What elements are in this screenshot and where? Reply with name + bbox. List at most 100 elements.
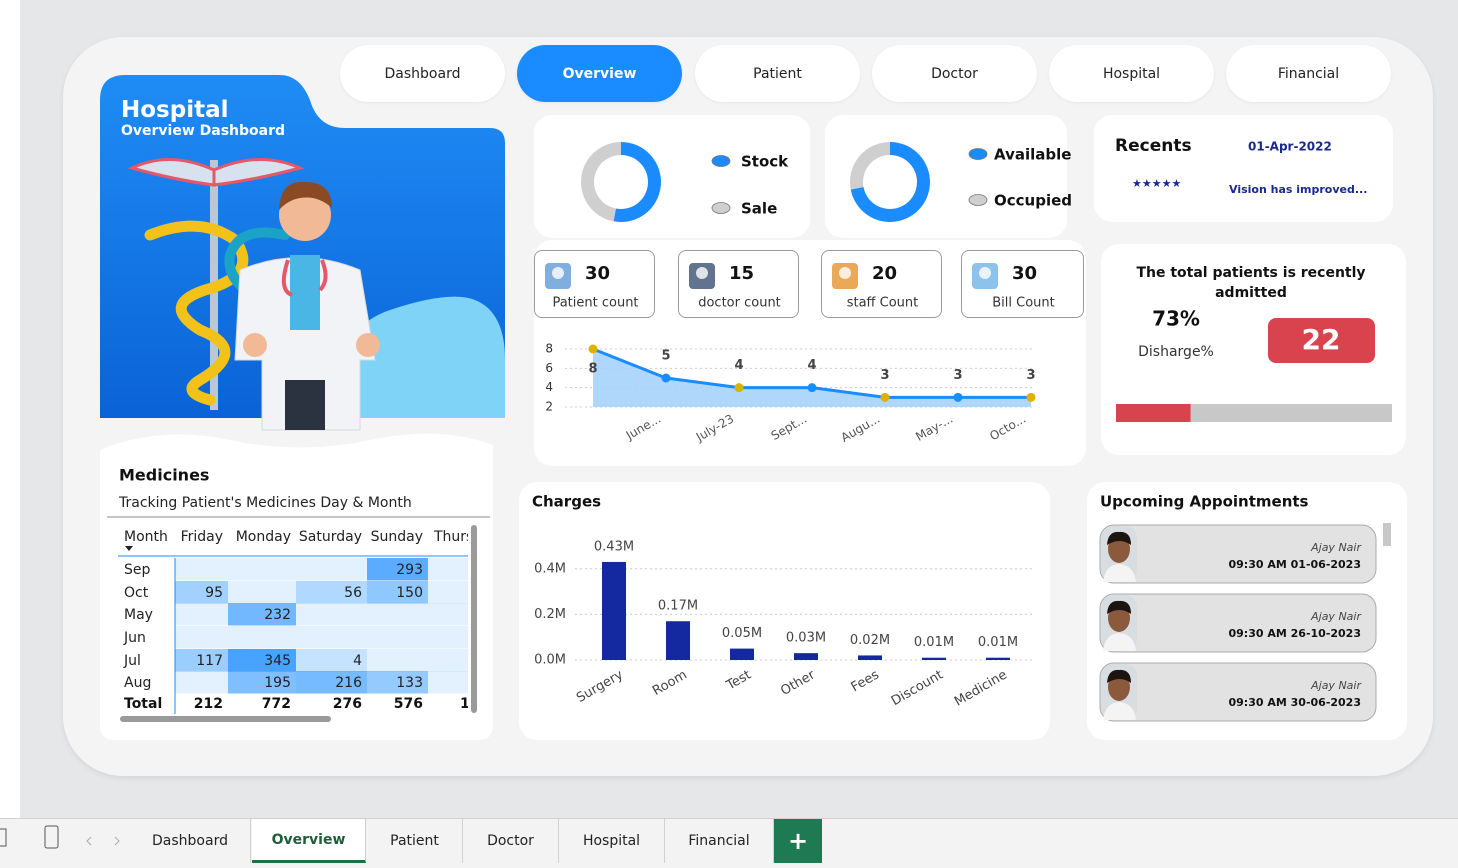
data-label: 0.43M bbox=[594, 539, 634, 554]
point bbox=[807, 383, 817, 393]
appointment-time: 09:30 AM 30-06-2023 bbox=[1229, 696, 1362, 709]
sheet-tab[interactable]: Patient bbox=[367, 819, 463, 863]
heat-cell bbox=[175, 558, 228, 581]
appointment-item bbox=[1099, 593, 1377, 653]
heat-cell bbox=[367, 603, 428, 626]
nav-button[interactable]: Financial bbox=[1226, 45, 1391, 102]
data-label: 5 bbox=[661, 349, 670, 364]
donut-segment bbox=[581, 142, 621, 222]
appointment-name: Ajay Nair bbox=[1310, 610, 1362, 623]
appointment-item bbox=[1099, 662, 1377, 722]
heat-cell bbox=[428, 671, 468, 694]
donut-card bbox=[825, 115, 1067, 238]
kpi-label: staff Count bbox=[847, 296, 919, 311]
kpi-value: 30 bbox=[585, 263, 610, 284]
nav-button[interactable]: Patient bbox=[695, 45, 860, 102]
chart-title: Charges bbox=[532, 493, 601, 511]
hero-subtitle: Overview Dashboard bbox=[121, 123, 286, 139]
appointment-item bbox=[1099, 524, 1377, 584]
count-badge bbox=[1268, 318, 1375, 363]
column-header: Saturday bbox=[299, 529, 362, 545]
sheet-tab[interactable]: Dashboard bbox=[130, 819, 251, 863]
heat-cell bbox=[228, 603, 296, 626]
heat-cell bbox=[228, 626, 296, 649]
point bbox=[880, 392, 890, 402]
sheet-tab[interactable]: Hospital bbox=[559, 819, 665, 863]
photo-shirt bbox=[1103, 633, 1136, 651]
donut-segment bbox=[850, 141, 890, 190]
data-label: 0.02M bbox=[850, 633, 890, 648]
nav-button[interactable]: Dashboard bbox=[340, 45, 505, 102]
heat-cell bbox=[175, 626, 228, 649]
total-value: 1 bbox=[460, 696, 470, 712]
bar bbox=[602, 561, 626, 660]
hair bbox=[279, 181, 332, 210]
heat-cell bbox=[367, 626, 428, 649]
data-label: 4 bbox=[734, 358, 743, 373]
nav-button[interactable]: Doctor bbox=[872, 45, 1037, 102]
scrollbar-h bbox=[120, 716, 331, 722]
row-label: May bbox=[124, 607, 153, 623]
next-arrow bbox=[114, 836, 120, 846]
nav-button[interactable]: Hospital bbox=[1049, 45, 1214, 102]
heat-cell bbox=[175, 581, 228, 604]
left-strip bbox=[0, 0, 20, 818]
medicines-subtitle: Tracking Patient's Medicines Day & Month bbox=[118, 495, 412, 511]
nav-button[interactable]: Overview bbox=[517, 45, 682, 102]
add-sheet[interactable]: + bbox=[774, 819, 822, 863]
data-label: 8 bbox=[588, 362, 597, 377]
recents-rating: ★★★★★ bbox=[1132, 177, 1181, 190]
photo-face bbox=[1108, 535, 1130, 563]
point bbox=[734, 383, 744, 393]
legend-swatch bbox=[968, 148, 988, 160]
data-label: 3 bbox=[953, 368, 962, 383]
sheet-tab[interactable]: Financial bbox=[665, 819, 774, 863]
recents-title: Recents bbox=[1115, 136, 1192, 156]
graphic: 30 Bill Count bbox=[972, 263, 1055, 311]
shirt bbox=[290, 255, 320, 330]
column-header: Thurs bbox=[433, 529, 473, 545]
heat-cell bbox=[175, 671, 228, 694]
phone-icon bbox=[44, 825, 59, 849]
total-value: Total bbox=[124, 696, 162, 712]
sheet-tab[interactable]: Overview bbox=[252, 819, 366, 863]
heat-cell bbox=[228, 671, 296, 694]
row-label: Sep bbox=[124, 562, 151, 578]
scrollbar-v bbox=[471, 525, 477, 713]
kpi-value: 20 bbox=[872, 263, 897, 284]
kpi-card: 30 Bill Count bbox=[961, 250, 1084, 318]
hero-text: Hospital Overview Dashboard bbox=[121, 97, 421, 157]
total-value: 576 bbox=[394, 696, 423, 712]
data-label: 0.03M bbox=[786, 631, 826, 646]
bar bbox=[986, 657, 1010, 660]
appointment-name: Ajay Nair bbox=[1310, 679, 1362, 692]
appointment-time: 09:30 AM 26-10-2023 bbox=[1229, 627, 1362, 640]
cell-value: 232 bbox=[264, 607, 291, 623]
recents-note: Vision has improved... bbox=[1229, 183, 1367, 196]
heat-cell bbox=[175, 649, 228, 672]
kpi-label: Patient count bbox=[552, 296, 638, 311]
heat-cell bbox=[428, 558, 468, 581]
legend-swatch bbox=[711, 155, 731, 167]
heat-cell bbox=[428, 649, 468, 672]
bar bbox=[858, 655, 882, 660]
graphic: 20 staff Count bbox=[832, 263, 919, 311]
kpi-value: 15 bbox=[729, 263, 754, 284]
column-header: Monday bbox=[236, 529, 291, 545]
stethoscope bbox=[281, 259, 328, 297]
wing bbox=[127, 158, 216, 187]
data-label: 0.01M bbox=[914, 635, 954, 650]
photo-hair bbox=[1107, 600, 1131, 614]
sheet-tab[interactable]: Doctor bbox=[463, 819, 559, 863]
legend-label: Occupied bbox=[994, 192, 1072, 210]
cell-value: 293 bbox=[396, 562, 423, 578]
progress-fill bbox=[1116, 404, 1191, 422]
data-label: 0.05M bbox=[722, 626, 762, 641]
snake bbox=[144, 220, 249, 406]
hand bbox=[243, 333, 267, 357]
scrollbar bbox=[1383, 523, 1391, 546]
graphic: 30 Patient count bbox=[545, 263, 639, 311]
kpi-value: 30 bbox=[1012, 263, 1037, 284]
